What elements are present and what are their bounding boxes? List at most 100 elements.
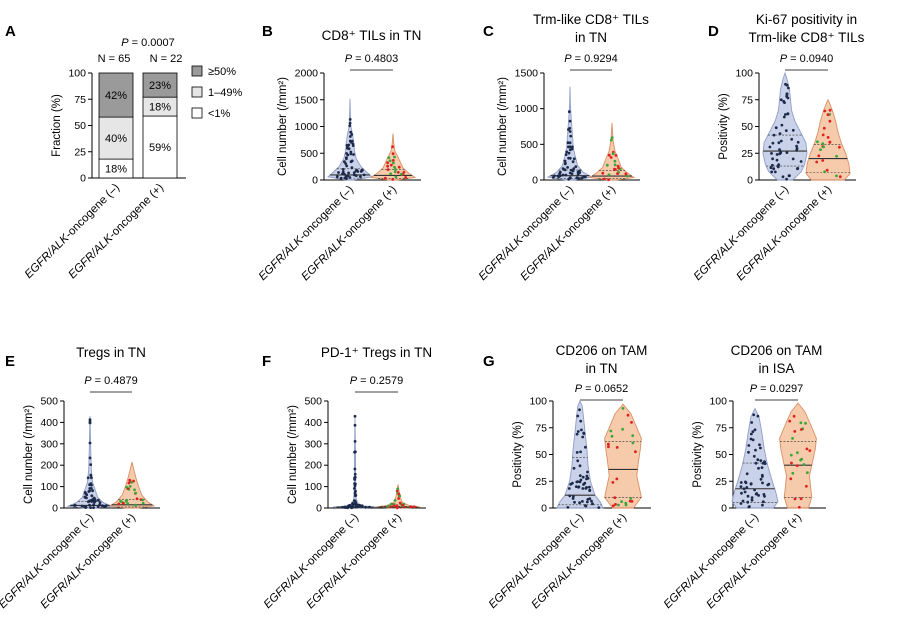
data-point (572, 466, 576, 470)
data-point (101, 504, 104, 508)
data-point (614, 503, 617, 506)
data-point (568, 148, 572, 152)
data-point (356, 170, 360, 173)
data-point (90, 476, 93, 480)
data-point (563, 168, 567, 172)
data-point (398, 494, 402, 498)
bar-segment (98, 72, 134, 118)
legend-label: ≥50% (208, 66, 236, 78)
data-point (790, 137, 794, 141)
data-point (796, 167, 799, 171)
data-point (620, 500, 623, 503)
data-point (771, 163, 774, 167)
data-point (777, 141, 781, 145)
axis-D-y-axis-label: Positivity (%) (718, 93, 730, 160)
data-point (128, 485, 132, 488)
data-point (742, 487, 746, 491)
data-point (394, 168, 397, 171)
data-point (615, 477, 619, 481)
data-point (746, 500, 750, 504)
data-point (98, 503, 101, 507)
data-point (91, 489, 94, 493)
axis-E-y-axis-label: Cell number (/mm²) (23, 405, 35, 504)
data-point (409, 505, 413, 509)
axis-G1-ytick-label: 75 (535, 422, 547, 434)
data-point (401, 503, 404, 507)
axis-G2-ytick-label: 50 (715, 449, 727, 461)
data-point (575, 480, 579, 484)
data-point (759, 446, 762, 450)
data-point (626, 413, 630, 417)
data-point (759, 459, 763, 462)
panel-G1: G CD206 on TAM in TN P = 0.0652 0 25 50 75 100 Po… (483, 343, 651, 611)
data-point (828, 119, 832, 123)
data-point (607, 178, 610, 182)
axis-A-y-axis-label: Fraction (%) (51, 94, 63, 157)
data-point (754, 448, 757, 452)
chart-title-C: in TN (575, 30, 607, 45)
data-point (828, 140, 832, 144)
p-value-E: P = 0.4879 (84, 375, 138, 387)
legend-label: <1% (208, 108, 231, 120)
p-value-F: P = 0.2579 (350, 375, 404, 387)
data-point (87, 500, 90, 504)
data-point (354, 174, 358, 178)
violin-negative (731, 407, 779, 509)
data-point (339, 176, 343, 180)
data-point (822, 145, 825, 149)
data-point (576, 430, 580, 433)
axis-D-ytick-label: 50 (741, 121, 753, 133)
data-point (579, 419, 583, 423)
data-point (575, 451, 579, 454)
data-point (134, 503, 137, 507)
axis-B-y-axis-label: Cell number (/mm²) (277, 77, 289, 176)
data-point (568, 156, 572, 160)
data-point (345, 156, 348, 160)
data-point (744, 480, 747, 484)
data-point (785, 177, 788, 181)
data-point (88, 441, 92, 445)
data-point (564, 173, 568, 177)
data-point (753, 488, 756, 492)
panel-B: B CD8⁺ TILs in TN P = 0.4803 0 500 1000 1500 20… (257, 23, 422, 283)
data-point (348, 135, 352, 138)
data-point (353, 472, 357, 476)
data-point (758, 443, 761, 447)
data-point (343, 172, 346, 176)
chart-title-D: Trm-like CD8⁺ TILs (749, 30, 865, 45)
data-point (792, 414, 796, 418)
data-point (805, 484, 808, 488)
data-point (337, 171, 340, 174)
data-point (777, 163, 781, 167)
data-point (352, 171, 356, 175)
data-point (567, 128, 570, 131)
data-point (391, 159, 395, 162)
data-point (770, 152, 773, 155)
data-point (815, 160, 819, 164)
data-point (616, 172, 619, 176)
data-point (583, 481, 587, 485)
data-point (750, 432, 753, 436)
chart-title-B: CD8⁺ TILs in TN (322, 28, 422, 43)
data-point (574, 165, 578, 169)
axis-G2-ytick-label: 25 (715, 476, 727, 488)
data-point (822, 126, 826, 130)
data-point (766, 483, 770, 487)
data-point (740, 491, 743, 495)
data-point (98, 501, 102, 505)
data-point (351, 142, 355, 146)
data-point (395, 504, 399, 508)
data-point (393, 155, 396, 159)
data-point (392, 161, 395, 165)
data-point (802, 463, 806, 466)
data-point (817, 154, 821, 158)
axis-B-ytick-label: 2000 (295, 68, 319, 80)
data-point (778, 132, 782, 136)
violin-positive (604, 403, 642, 509)
data-point (630, 500, 634, 503)
data-point (347, 147, 351, 151)
data-point (583, 504, 587, 507)
data-point (568, 119, 572, 123)
data-point (754, 492, 758, 496)
chart-title-E: Tregs in TN (76, 345, 146, 360)
